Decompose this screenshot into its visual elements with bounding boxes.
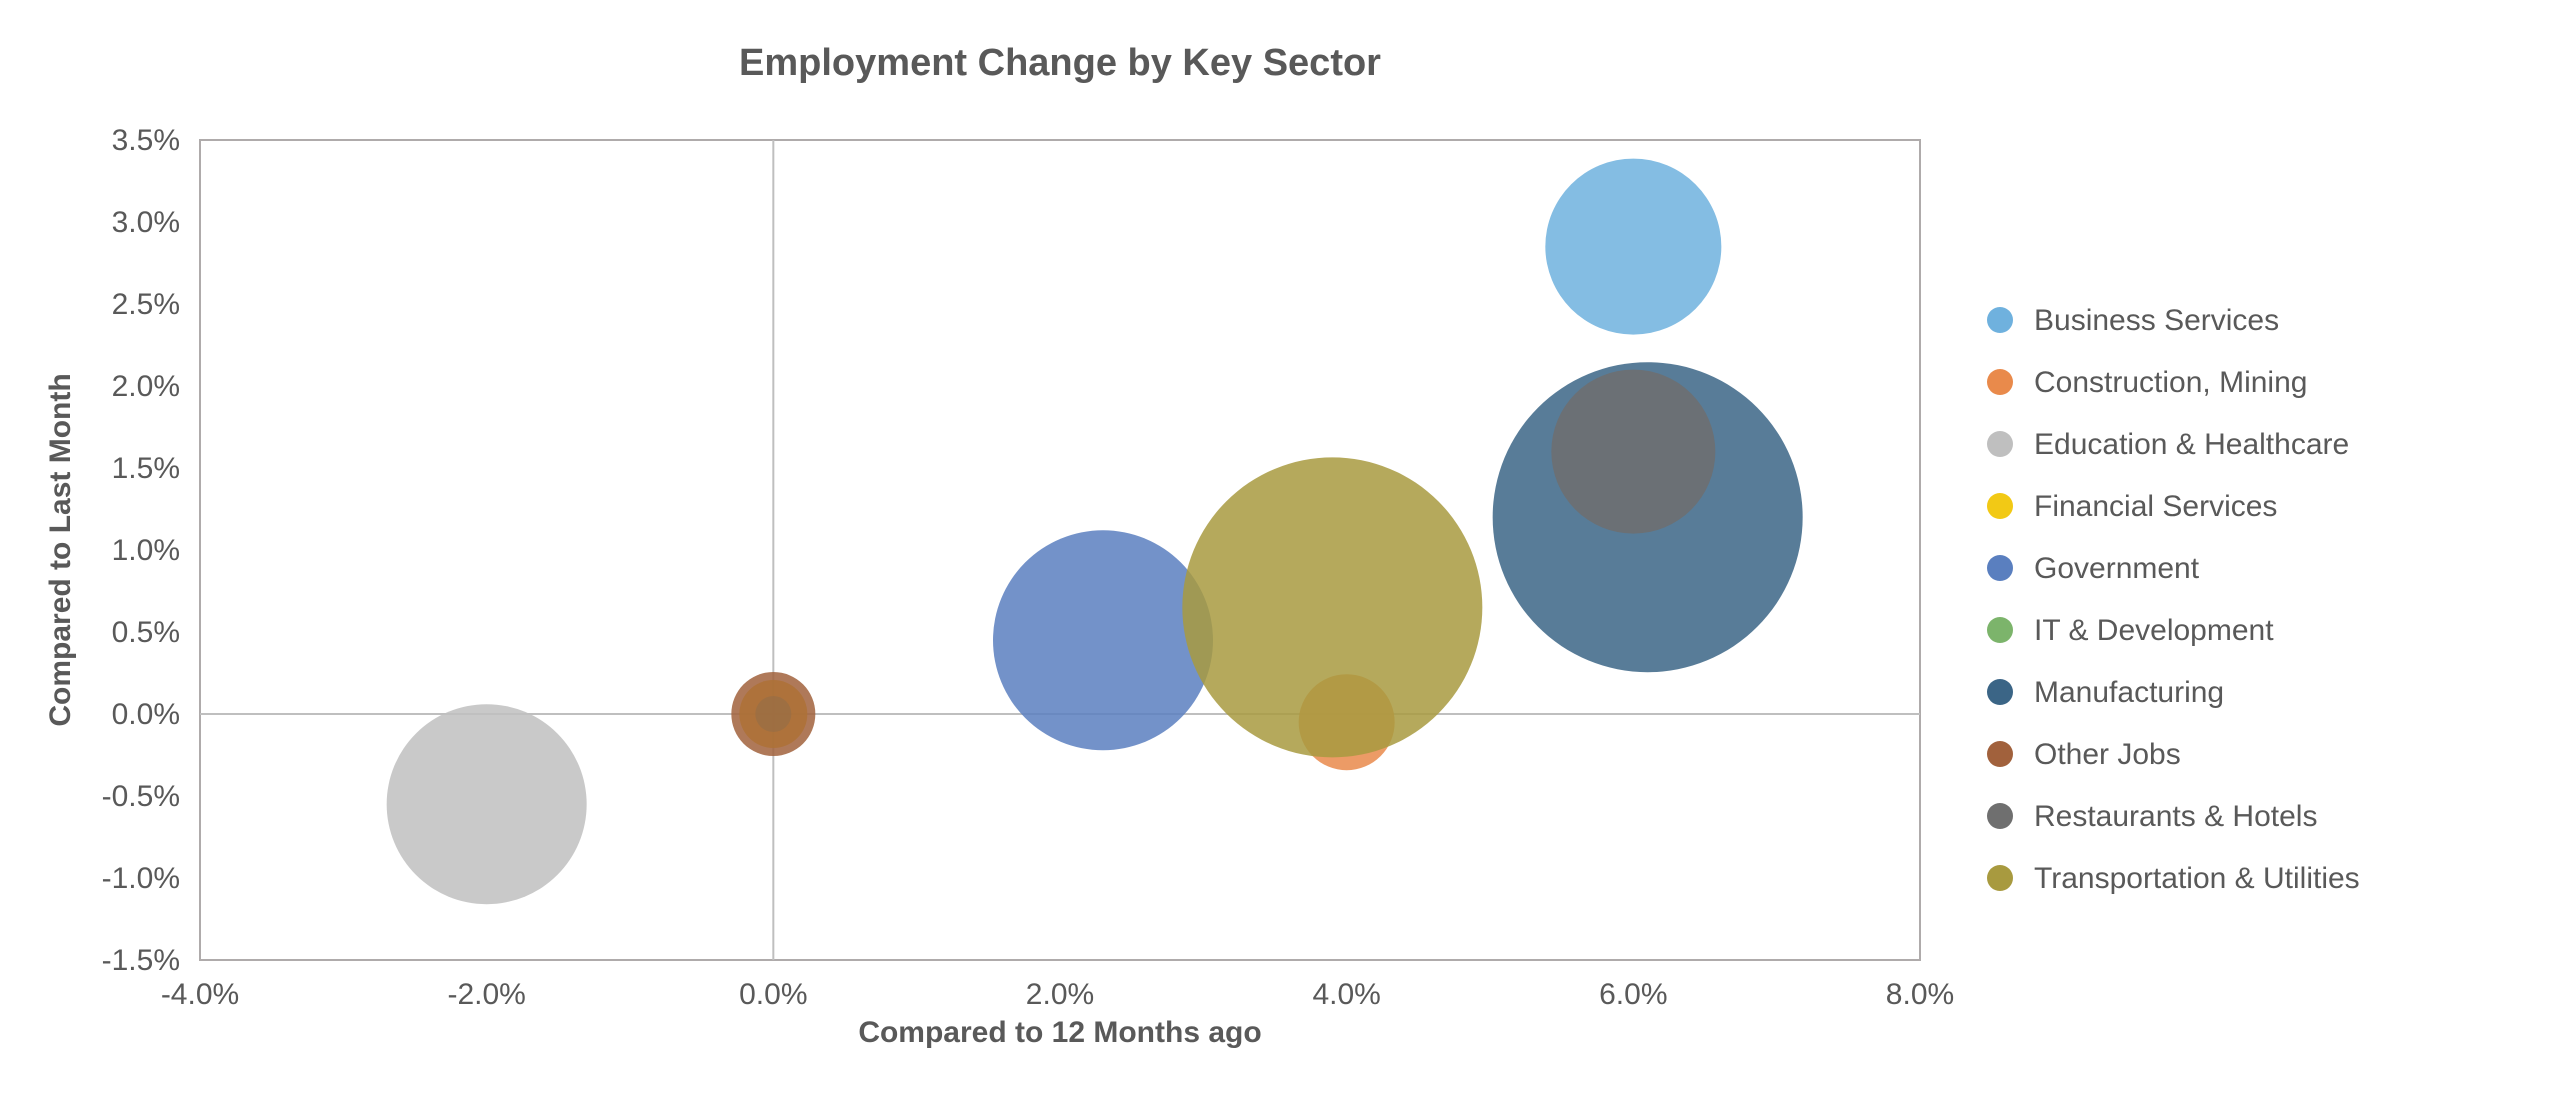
legend-swatch-icon [1987, 493, 2013, 519]
y-tick-label: 3.5% [112, 124, 180, 157]
y-tick-label: 1.5% [112, 452, 180, 485]
legend-swatch-icon [1987, 679, 2013, 705]
y-tick-label: 3.0% [112, 206, 180, 239]
bubble-restaurants-hotels [1551, 370, 1715, 534]
legend-item-label: Construction, Mining [2034, 366, 2307, 399]
y-axis-label: Compared to Last Month [44, 373, 77, 726]
legend-item-label: Financial Services [2034, 490, 2277, 523]
y-tick-label: 2.5% [112, 288, 180, 321]
legend-swatch-icon [1987, 307, 2013, 333]
legend-swatch-icon [1987, 555, 2013, 581]
employment-change-chart: Employment Change by Key Sector -4.0% -2.0… [0, 0, 2566, 1109]
bubble-business-services [1545, 159, 1721, 335]
y-tick-label: 1.0% [112, 534, 180, 567]
x-tick-label: -4.0% [161, 978, 239, 1011]
legend-item-label: Transportation & Utilities [2034, 862, 2360, 895]
legend-swatch-icon [1987, 741, 2013, 767]
legend-item-label: Government [2034, 552, 2200, 585]
y-tick-label: -0.5% [102, 780, 180, 813]
legend-item-label: Restaurants & Hotels [2034, 800, 2317, 833]
x-tick-label: 2.0% [1026, 978, 1094, 1011]
bubble-education-healthcare [387, 704, 587, 904]
y-tick-label: -1.0% [102, 862, 180, 895]
x-tick-label: 4.0% [1312, 978, 1380, 1011]
x-axis-label: Compared to 12 Months ago [858, 1016, 1261, 1049]
bubble-other-jobs [731, 672, 815, 756]
bubble-government [993, 530, 1213, 750]
bubble-transportation-utilities [1182, 457, 1482, 757]
y-tick-label: -1.5% [102, 944, 180, 977]
legend-item-label: Other Jobs [2034, 738, 2181, 771]
legend-item-label: Education & Healthcare [2034, 428, 2349, 461]
chart-svg: Employment Change by Key Sector -4.0% -2.0… [0, 0, 2566, 1109]
legend-item-label: Manufacturing [2034, 676, 2224, 709]
legend-item-label: Business Services [2034, 304, 2279, 337]
y-tick-label: 0.0% [112, 698, 180, 731]
y-tick-label: 2.0% [112, 370, 180, 403]
x-tick-label: 8.0% [1886, 978, 1954, 1011]
chart-title: Employment Change by Key Sector [739, 42, 1381, 84]
legend-swatch-icon [1987, 431, 2013, 457]
legend-item-label: IT & Development [2034, 614, 2274, 647]
x-tick-label: -2.0% [447, 978, 525, 1011]
x-tick-label: 0.0% [739, 978, 807, 1011]
y-tick-label: 0.5% [112, 616, 180, 649]
legend-swatch-icon [1987, 617, 2013, 643]
x-tick-label: 6.0% [1599, 978, 1667, 1011]
legend-swatch-icon [1987, 865, 2013, 891]
legend-swatch-icon [1987, 369, 2013, 395]
legend-swatch-icon [1987, 803, 2013, 829]
